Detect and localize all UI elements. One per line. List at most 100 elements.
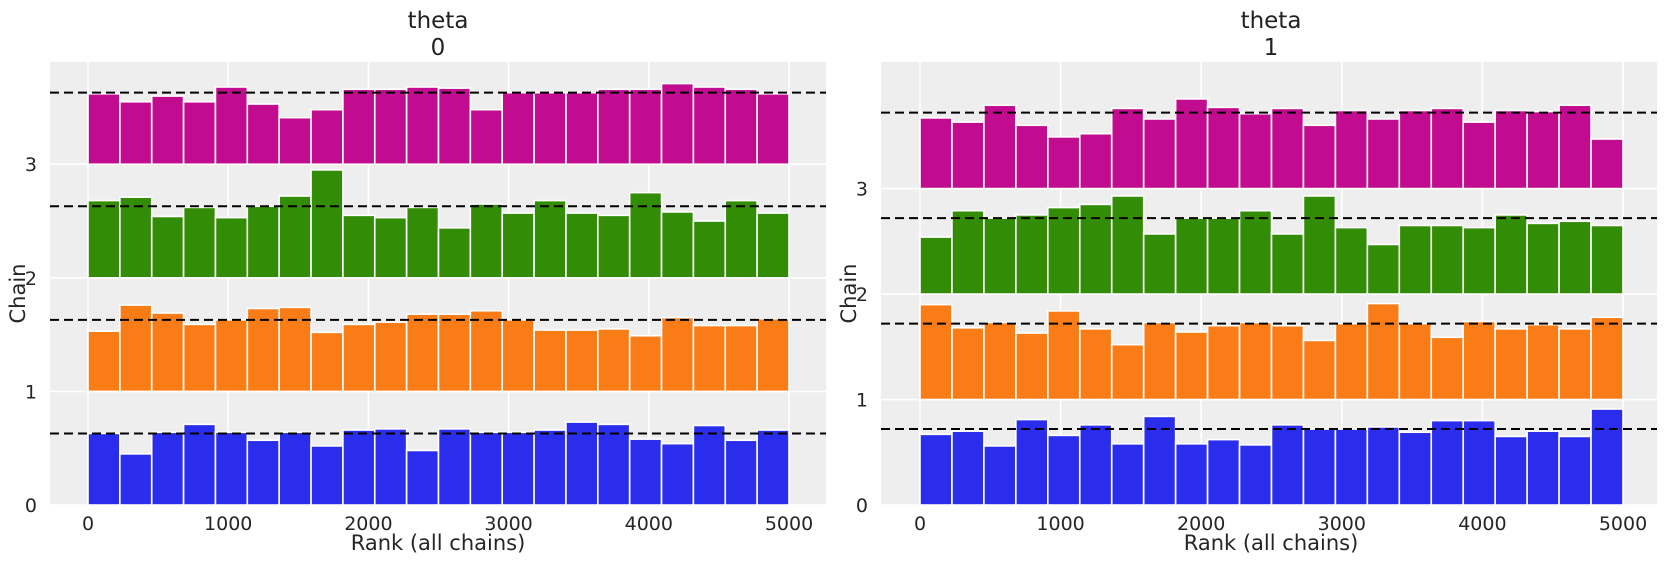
bar-chain-2-bin-10 [405, 206, 440, 279]
x-tick-label: 5000 [1599, 513, 1647, 535]
bar-chain-1-bin-17 [628, 334, 663, 393]
bar-chain-1-bin-17 [1462, 320, 1496, 401]
bar-chain-0-bin-16 [1430, 419, 1465, 506]
bar-chain-3-bin-13 [1334, 109, 1369, 190]
bar-chain-0-bin-7 [1142, 415, 1177, 506]
bar-chain-1-bin-10 [1238, 321, 1273, 401]
bar-chain-1-bin-19 [692, 324, 727, 393]
bar-chain-1-bin-4 [1047, 310, 1081, 401]
bar-chain-0-bin-16 [597, 423, 631, 506]
bar-chain-3-bin-12 [1302, 124, 1337, 190]
bar-chain-1-bin-5 [1078, 328, 1113, 401]
bar-chain-2-bin-20 [724, 199, 758, 279]
bar-chain-2-bin-19 [1526, 222, 1560, 295]
bar-chain-0-bin-18 [660, 442, 695, 506]
bar-chain-3-bin-18 [660, 82, 695, 166]
bar-chain-1-bin-20 [724, 324, 758, 393]
bar-chain-3-bin-3 [182, 100, 217, 166]
bar-chain-3-bin-9 [1206, 106, 1241, 190]
bar-chain-1-bin-19 [1526, 323, 1560, 401]
bar-chain-1-bin-7 [1142, 321, 1177, 401]
bar-chain-3-bin-10 [1238, 112, 1273, 190]
bar-chain-3-bin-19 [1526, 110, 1560, 190]
bar-chain-0-bin-5 [1078, 424, 1113, 506]
bar-chain-2-bin-10 [1238, 209, 1273, 295]
bar-chain-2-bin-0 [919, 236, 953, 295]
bar-chain-2-bin-2 [983, 217, 1017, 295]
bar-chain-2-bin-17 [1462, 226, 1496, 295]
bar-chain-0-bin-9 [373, 428, 408, 506]
bar-chain-0-bin-10 [405, 449, 440, 506]
x-tick-label: 4000 [625, 513, 673, 535]
bar-chain-1-bin-4 [214, 319, 249, 393]
bar-chain-2-bin-14 [533, 199, 567, 279]
bar-chain-1-bin-6 [1110, 343, 1145, 401]
bar-chain-2-bin-8 [342, 214, 376, 279]
bar-chain-3-bin-20 [724, 88, 758, 166]
bar-chain-2-bin-2 [150, 215, 185, 279]
bar-chain-3-bin-16 [1430, 107, 1465, 190]
x-tick-label: 5000 [765, 513, 813, 535]
bar-chain-0-bin-1 [119, 453, 153, 506]
bar-chain-3-bin-13 [501, 91, 535, 166]
bar-chain-0-bin-21 [1590, 408, 1624, 506]
bar-chain-1-bin-16 [597, 328, 631, 393]
bar-chain-0-bin-13 [1334, 428, 1369, 506]
bar-chain-3-bin-18 [1494, 109, 1528, 190]
bar-chain-0-bin-12 [469, 431, 504, 506]
bar-chain-0-bin-12 [1302, 428, 1337, 506]
bar-chain-3-bin-1 [119, 100, 153, 166]
x-tick-label: 1000 [204, 513, 252, 535]
bar-chain-0-bin-17 [1462, 419, 1496, 506]
x-tick-label: 3000 [1318, 513, 1366, 535]
bar-chain-3-bin-21 [756, 93, 790, 166]
bar-chain-1-bin-1 [951, 326, 985, 401]
bar-chain-1-bin-11 [437, 313, 472, 393]
bar-chain-0-bin-3 [182, 423, 217, 506]
x-tick-label: 3000 [484, 513, 532, 535]
bar-chain-0-bin-0 [919, 433, 953, 506]
bar-chain-2-bin-11 [1270, 233, 1305, 295]
bar-chain-2-bin-7 [310, 169, 344, 279]
bar-chain-3-bin-21 [1590, 138, 1624, 190]
y-tick-label: 1 [25, 381, 37, 403]
bar-chain-0-bin-13 [501, 431, 535, 506]
bar-chain-0-bin-0 [87, 432, 121, 506]
bar-chain-2-bin-14 [1366, 243, 1401, 295]
bar-chain-3-bin-9 [373, 88, 408, 166]
bar-chain-1-bin-2 [150, 312, 185, 393]
bar-chain-1-bin-11 [1270, 324, 1305, 401]
bar-chain-0-bin-6 [1110, 443, 1145, 506]
chart-title-line1: theta [408, 8, 469, 34]
bar-chain-2-bin-9 [373, 216, 408, 279]
bar-chain-0-bin-19 [1526, 430, 1560, 506]
bar-chain-3-bin-8 [342, 88, 376, 166]
bar-chain-0-bin-7 [310, 445, 344, 506]
bar-chain-2-bin-13 [501, 212, 535, 279]
bar-chain-2-bin-15 [565, 212, 599, 279]
bar-chain-3-bin-4 [1047, 136, 1081, 190]
bar-chain-1-bin-15 [1398, 322, 1433, 401]
bar-chain-0-bin-5 [246, 439, 280, 506]
bar-chain-0-bin-15 [1398, 431, 1433, 506]
bar-chain-0-bin-14 [533, 429, 567, 506]
bar-chain-1-bin-5 [246, 307, 280, 393]
chart-title-line1: theta [1241, 8, 1302, 34]
bar-chain-2-bin-12 [469, 203, 504, 279]
bar-chain-1-bin-21 [1590, 316, 1624, 401]
bar-chain-2-bin-4 [214, 216, 249, 279]
bar-chain-0-bin-21 [756, 429, 790, 506]
x-axis-label: Rank (all chains) [1184, 531, 1359, 555]
bar-chain-3-bin-3 [1015, 124, 1049, 190]
bar-chain-2-bin-16 [1430, 224, 1465, 295]
bar-chain-3-bin-17 [628, 88, 663, 166]
x-tick-label: 1000 [1036, 513, 1084, 535]
chart-title-line2: 0 [431, 35, 446, 61]
x-tick-label: 4000 [1458, 513, 1506, 535]
bar-chain-3-bin-5 [1078, 132, 1113, 190]
bar-chain-0-bin-2 [983, 445, 1017, 506]
bar-chain-3-bin-20 [1558, 104, 1592, 190]
bar-chain-3-bin-11 [1270, 107, 1305, 190]
bar-chain-1-bin-13 [501, 319, 535, 393]
y-tick-label: 0 [856, 495, 868, 517]
